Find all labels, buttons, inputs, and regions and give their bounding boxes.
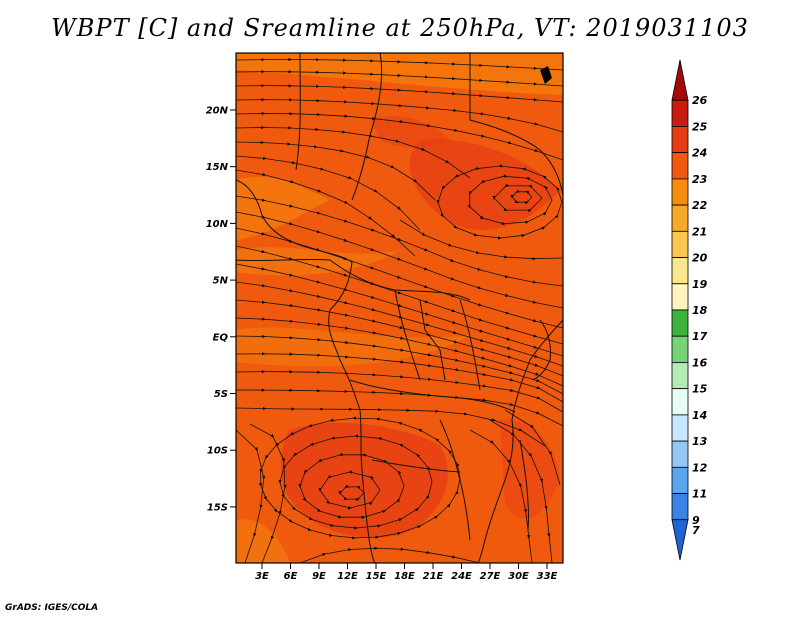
colorbar-segment xyxy=(671,519,689,561)
colorbar-segment xyxy=(671,126,689,154)
colorbar-segment xyxy=(671,466,689,494)
colorbar-segment xyxy=(671,178,689,206)
lat-tick-label: 10S xyxy=(207,446,228,457)
lon-tick-label: 6E xyxy=(284,571,298,582)
chart-title: WBPT [C] and Sreamline at 250hPa, VT: 20… xyxy=(51,14,749,42)
colorbar: 26 25 24 23 22 21 20 19 18 17 16 15 14 13 12 11 97 xyxy=(671,59,708,561)
lon-tick-label: 30E xyxy=(508,571,529,582)
latitude-axis: 20N 15N 10N 5N EQ 5S 10S 15S xyxy=(206,106,236,513)
lon-tick-label: 15E xyxy=(366,571,387,582)
colorbar-label: 7 xyxy=(692,524,700,537)
lon-tick-label: 9E xyxy=(312,571,326,582)
colorbar-segment xyxy=(671,335,689,363)
colorbar-label: 19 xyxy=(692,278,708,291)
colorbar-segment xyxy=(671,152,689,180)
colorbar-segment xyxy=(671,204,689,232)
grads-credit: GrADS: IGES/COLA xyxy=(5,603,99,613)
colorbar-segment xyxy=(671,309,689,337)
colorbar-label: 9 xyxy=(692,514,700,527)
colorbar-label: 22 xyxy=(692,199,708,212)
colorbar-segment xyxy=(671,283,689,311)
map-frame xyxy=(235,52,564,564)
colorbar-label: 16 xyxy=(692,356,708,369)
lat-tick-label: EQ xyxy=(213,332,229,343)
colorbar-segment xyxy=(671,414,689,442)
coastlines-borders xyxy=(236,53,563,563)
lat-tick-label: 15S xyxy=(207,502,228,513)
lon-tick-label: 33E xyxy=(537,571,558,582)
colorbar-segment xyxy=(671,230,689,258)
colorbar-label: 13 xyxy=(692,435,708,448)
streamlines xyxy=(236,57,563,563)
colorbar-segment xyxy=(671,257,689,285)
lat-tick-label: 5S xyxy=(214,389,228,400)
colorbar-segment xyxy=(671,440,689,468)
colorbar-segment xyxy=(671,99,689,127)
lat-tick-label: 10N xyxy=(206,219,229,230)
colorbar-label: 24 xyxy=(692,147,707,160)
lon-tick-label: 24E xyxy=(451,571,472,582)
colorbar-segment xyxy=(671,362,689,390)
colorbar-label: 12 xyxy=(692,461,708,474)
lon-tick-label: 3E xyxy=(255,571,269,582)
colorbar-label: 18 xyxy=(692,304,708,317)
longitude-axis: 3E 6E 9E 12E 15E 18E 21E 24E 27E 30E 33E xyxy=(255,563,558,582)
colorbar-label: 26 xyxy=(692,94,708,107)
colorbar-label: 14 xyxy=(692,409,707,422)
colorbar-label: 17 xyxy=(692,330,708,343)
colorbar-label: 15 xyxy=(692,383,708,396)
lat-tick-label: 15N xyxy=(206,162,229,173)
lat-tick-label: 20N xyxy=(206,106,229,117)
colorbar-label: 23 xyxy=(692,173,708,186)
colorbar-label: 21 xyxy=(692,225,707,238)
colorbar-segment xyxy=(671,493,689,521)
colorbar-label: 11 xyxy=(692,488,707,501)
colorbar-label: 20 xyxy=(692,252,708,265)
colorbar-segment xyxy=(671,388,689,416)
lon-tick-label: 21E xyxy=(423,571,444,582)
lon-tick-label: 18E xyxy=(394,571,415,582)
lon-tick-label: 27E xyxy=(480,571,501,582)
colorbar-label: 25 xyxy=(692,120,708,133)
lon-tick-label: 12E xyxy=(337,571,358,582)
colorbar-segment xyxy=(671,59,689,101)
lat-tick-label: 5N xyxy=(213,276,229,287)
